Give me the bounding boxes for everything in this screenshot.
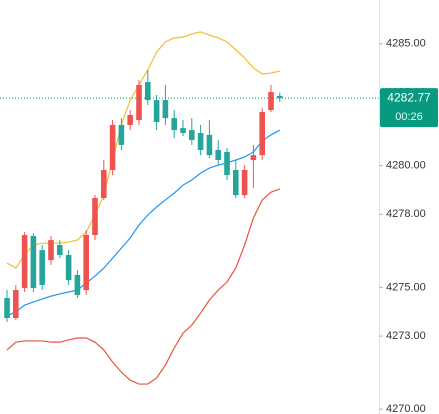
y-tick-label: 4285.00 [386, 38, 426, 50]
y-tick-label: 4273.00 [386, 330, 426, 342]
candle-body [259, 112, 265, 156]
y-tick-label: 4275.00 [386, 281, 426, 293]
candle-body [233, 169, 239, 196]
last-price-label: 4282.77 [387, 90, 431, 104]
candle-body [127, 114, 133, 125]
candle-body [57, 244, 63, 255]
candle-body [118, 124, 125, 145]
candle-body [101, 169, 107, 198]
candle-body [30, 235, 37, 289]
last-price-box [380, 88, 438, 128]
candle-body [197, 132, 204, 151]
candle-body [109, 124, 116, 170]
candle-body [136, 84, 142, 121]
candle-body [224, 151, 230, 176]
candle-body [171, 118, 177, 131]
candle-body [189, 130, 195, 141]
candle-body [250, 155, 257, 160]
candle-body [21, 235, 28, 289]
candle-body [4, 298, 10, 319]
band-line [6, 129, 281, 317]
candle-body [92, 197, 98, 236]
candle-body [65, 254, 72, 281]
countdown-label: 00:26 [395, 111, 423, 123]
candle-body [153, 100, 160, 123]
candle-body [215, 150, 221, 160]
candle-body [180, 128, 186, 133]
candle-body [83, 235, 89, 291]
candle-body [206, 134, 213, 156]
candle-body [162, 100, 169, 119]
y-tick-label: 4270.00 [386, 403, 426, 414]
band-line [6, 188, 281, 385]
band-line [6, 31, 280, 269]
candle-body [241, 169, 248, 196]
candle-body [277, 95, 283, 99]
candle-body [39, 250, 45, 285]
candle-body [268, 92, 274, 111]
candle-body [13, 290, 19, 319]
candle-body [48, 240, 54, 261]
y-tick-label: 4278.00 [386, 208, 426, 220]
candle-body [74, 274, 81, 295]
y-tick-label: 4280.00 [386, 160, 426, 172]
candle-body [145, 82, 151, 101]
